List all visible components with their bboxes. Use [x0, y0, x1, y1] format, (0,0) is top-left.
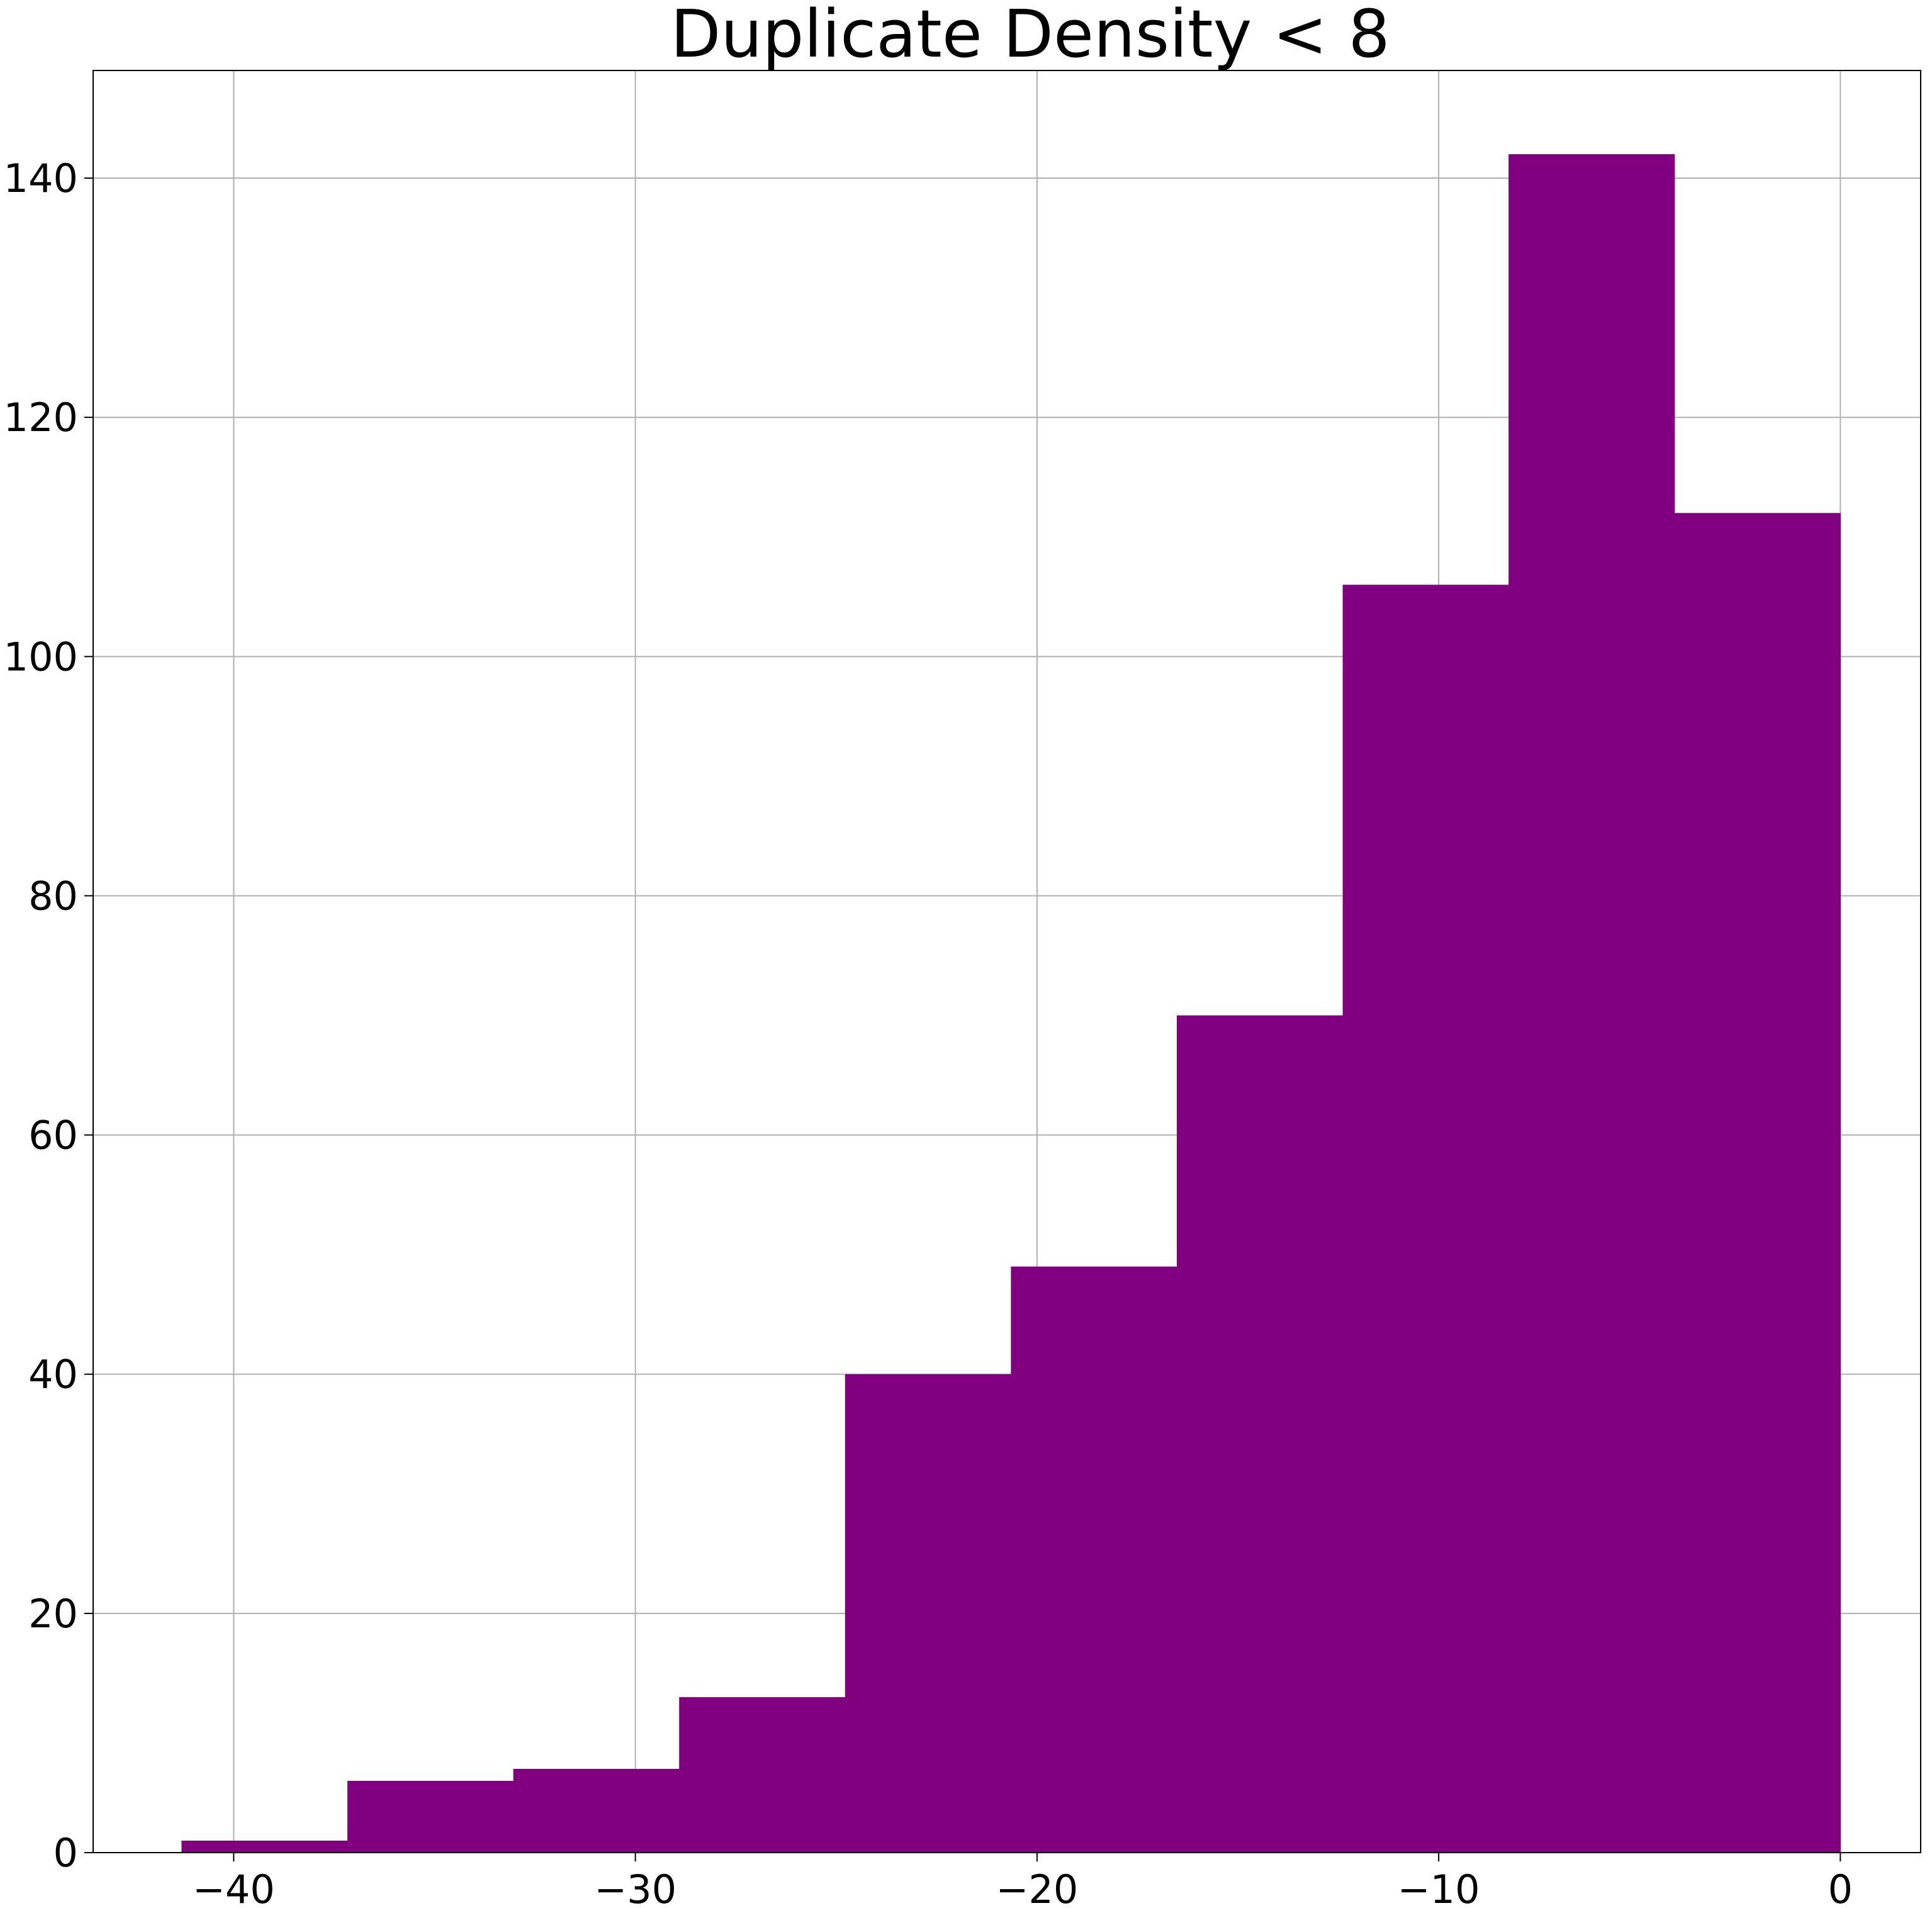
y-tick-label-2: 40 [28, 1352, 78, 1398]
x-tick-label-4: 0 [1828, 1866, 1853, 1908]
x-tick-label-2: −20 [996, 1866, 1078, 1908]
histogram-bar-4 [845, 1374, 1011, 1853]
y-tick-label-5: 100 [4, 634, 78, 680]
histogram-bar-2 [513, 1768, 680, 1853]
histogram-bar-5 [1011, 1266, 1177, 1853]
histogram-bar-6 [1176, 1015, 1344, 1853]
x-tick-label-3: −10 [1398, 1866, 1480, 1908]
y-tick-label-1: 20 [28, 1591, 78, 1637]
histogram-bar-8 [1508, 154, 1675, 1853]
y-tick-label-6: 120 [4, 395, 78, 441]
x-tick-label-0: −40 [193, 1866, 275, 1908]
histogram-bars [181, 154, 1841, 1853]
histogram-bar-0 [181, 1840, 348, 1853]
histogram-bar-7 [1342, 585, 1509, 1853]
chart-title: Duplicate Density < 8 [670, 0, 1390, 72]
y-tick-label-7: 140 [4, 155, 78, 201]
histogram-bar-1 [347, 1780, 514, 1853]
y-tick-label-3: 60 [28, 1113, 78, 1159]
histogram-bar-9 [1674, 513, 1841, 1853]
x-tick-label-1: −30 [594, 1866, 677, 1908]
histogram-bar-3 [679, 1697, 846, 1853]
plot-frame [93, 70, 1921, 1853]
axis-ticks: −40 −30 −20 −10 0 0 20 40 60 80 100 120 140 [4, 155, 1853, 1908]
y-tick-label-4: 80 [28, 873, 78, 919]
y-tick-label-0: 0 [53, 1830, 78, 1876]
